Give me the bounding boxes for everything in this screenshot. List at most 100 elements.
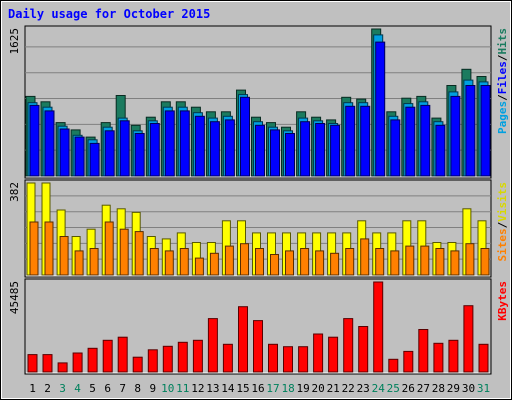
bar-sites-day-2 xyxy=(44,221,54,276)
bar-sites-day-22 xyxy=(345,248,355,276)
x-tick-label-day-19: 19 xyxy=(296,382,309,395)
x-tick-label-day-12: 12 xyxy=(191,382,204,395)
bar-sites-day-3 xyxy=(59,236,69,276)
x-tick-label-day-25: 25 xyxy=(387,382,400,395)
bar-kbytes-day-1 xyxy=(27,354,38,373)
traffic-legend-item: Hits xyxy=(496,28,509,55)
bar-sites-day-27 xyxy=(420,245,430,276)
bar-kbytes-day-12 xyxy=(192,339,203,373)
x-tick-label-day-5: 5 xyxy=(89,382,96,395)
bar-sites-day-12 xyxy=(194,257,204,276)
bar-sites-day-30 xyxy=(465,243,475,276)
bar-pages-day-26 xyxy=(405,106,416,177)
bar-sites-day-14 xyxy=(224,245,234,276)
bar-pages-day-24 xyxy=(375,41,386,177)
bar-kbytes-day-4 xyxy=(72,352,83,373)
bar-sites-day-28 xyxy=(435,248,445,276)
bar-pages-day-21 xyxy=(330,124,341,177)
bar-sites-day-8 xyxy=(134,231,144,276)
bar-pages-day-22 xyxy=(345,105,356,177)
bar-sites-day-6 xyxy=(104,221,114,276)
panel-volume: 45485 KBytes xyxy=(8,278,509,375)
traffic-legend-text: Pages/Files/Hits xyxy=(496,28,509,134)
visitors-legend-item: Sites xyxy=(496,228,509,261)
bar-pages-day-11 xyxy=(179,110,190,177)
bar-sites-day-23 xyxy=(360,238,370,276)
bar-pages-day-30 xyxy=(465,85,476,177)
bar-kbytes-day-24 xyxy=(373,281,384,373)
x-tick-label-day-22: 22 xyxy=(342,382,355,395)
x-tick-label-day-27: 27 xyxy=(417,382,430,395)
bar-kbytes-day-14 xyxy=(222,343,233,373)
traffic-ymax-label: 1625 xyxy=(8,28,21,55)
volume-legend-item: KBytes xyxy=(496,281,509,321)
visitors-legend-item: Visits xyxy=(496,182,509,222)
bar-kbytes-day-7 xyxy=(117,336,128,373)
x-tick-label-day-29: 29 xyxy=(447,382,460,395)
traffic-legend-item: / xyxy=(496,54,509,61)
x-tick-label-day-24: 24 xyxy=(372,382,386,395)
bar-kbytes-day-21 xyxy=(328,336,339,373)
bar-pages-day-1 xyxy=(29,104,40,177)
bar-pages-day-18 xyxy=(285,133,295,177)
bar-pages-day-28 xyxy=(435,124,446,177)
x-tick-label-day-1: 1 xyxy=(29,382,36,395)
bar-kbytes-day-13 xyxy=(207,318,218,373)
visitors-legend-item: / xyxy=(496,221,509,228)
bar-pages-day-16 xyxy=(255,124,265,177)
bar-pages-day-2 xyxy=(44,110,55,177)
bar-kbytes-day-30 xyxy=(463,305,474,373)
bar-kbytes-day-19 xyxy=(298,346,309,373)
bar-kbytes-day-23 xyxy=(358,326,369,373)
bar-sites-day-21 xyxy=(330,252,340,276)
bar-pages-day-9 xyxy=(149,123,160,177)
bar-sites-day-15 xyxy=(240,243,249,276)
bar-sites-day-29 xyxy=(450,250,460,276)
bar-sites-day-9 xyxy=(149,248,159,276)
bar-kbytes-day-17 xyxy=(268,343,278,373)
bar-kbytes-day-26 xyxy=(403,350,414,373)
traffic-legend-item: Files xyxy=(496,61,509,94)
x-tick-label-day-30: 30 xyxy=(462,382,475,395)
x-tick-label-day-2: 2 xyxy=(44,382,51,395)
x-tick-label-day-7: 7 xyxy=(119,382,126,395)
traffic-legend-item: Pages xyxy=(496,101,509,134)
x-tick-label-day-18: 18 xyxy=(281,382,294,395)
bar-pages-day-19 xyxy=(300,121,311,177)
bar-sites-day-31 xyxy=(480,248,490,276)
bar-pages-day-6 xyxy=(104,130,115,177)
bar-pages-day-17 xyxy=(270,129,280,177)
bar-pages-day-4 xyxy=(74,136,85,177)
bar-pages-day-14 xyxy=(224,119,235,177)
x-tick-label-day-6: 6 xyxy=(104,382,111,395)
bar-kbytes-day-25 xyxy=(388,358,399,373)
chart-title: Daily usage for October 2015 xyxy=(8,7,210,21)
bar-pages-day-25 xyxy=(390,119,401,177)
bar-kbytes-day-29 xyxy=(448,339,459,373)
bar-sites-day-17 xyxy=(270,254,279,276)
bar-sites-day-13 xyxy=(209,252,219,276)
volume-ymax-label: 45485 xyxy=(8,281,21,314)
x-tick-label-day-10: 10 xyxy=(161,382,174,395)
bar-pages-day-10 xyxy=(164,110,175,177)
x-axis-labels: 1 2 3 4 5 6 7 8 9 10 11 12 13 14 15 16 17 18 19 20 21 22 23 24 2… xyxy=(29,382,490,395)
visitors-legend-text: Sites/Visits xyxy=(496,182,509,262)
bar-pages-day-13 xyxy=(209,121,220,177)
bar-sites-day-19 xyxy=(300,248,310,276)
bar-pages-day-15 xyxy=(240,96,250,177)
bar-pages-day-31 xyxy=(480,85,491,177)
bar-kbytes-day-2 xyxy=(42,354,53,373)
bar-sites-day-1 xyxy=(29,221,39,276)
bar-kbytes-day-22 xyxy=(343,318,354,373)
bar-pages-day-27 xyxy=(420,104,431,177)
bar-sites-day-5 xyxy=(89,248,99,276)
bar-kbytes-day-10 xyxy=(162,345,173,373)
x-tick-label-day-31: 31 xyxy=(477,382,490,395)
bar-kbytes-day-31 xyxy=(478,343,489,373)
x-tick-label-day-16: 16 xyxy=(251,382,264,395)
bar-kbytes-day-16 xyxy=(253,320,263,373)
volume-legend-text: KBytes xyxy=(496,281,509,321)
